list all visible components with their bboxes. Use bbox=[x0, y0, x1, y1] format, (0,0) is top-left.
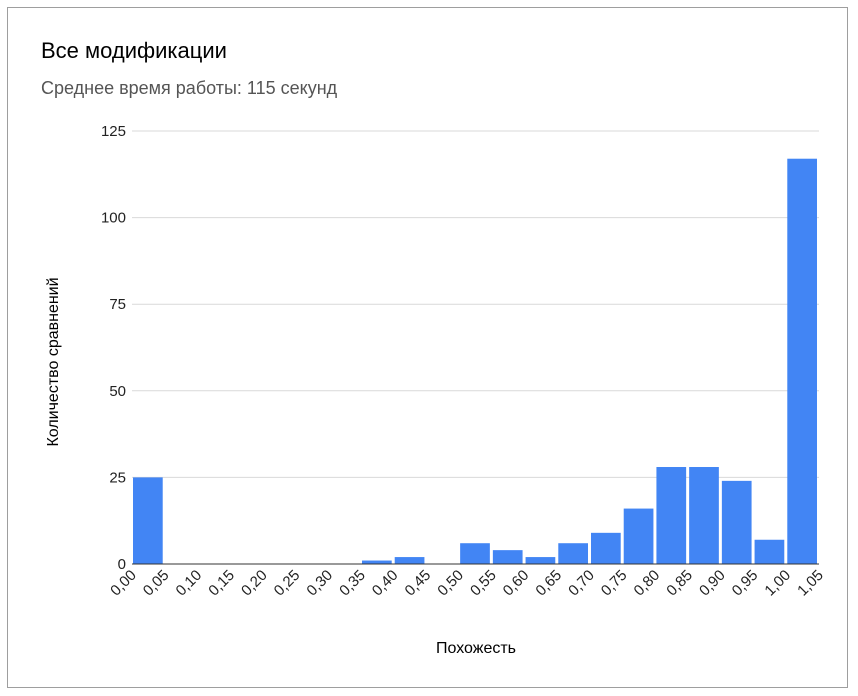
y-tick-label: 125 bbox=[101, 123, 126, 140]
histogram-bar bbox=[591, 532, 621, 564]
x-tick-label: 0,55 bbox=[467, 567, 500, 600]
histogram-bar bbox=[656, 467, 687, 564]
x-tick-label: 0,00 bbox=[107, 567, 140, 600]
histogram-bar bbox=[133, 477, 163, 564]
y-tick-label: 100 bbox=[101, 210, 126, 227]
x-tick-label: 0,30 bbox=[303, 567, 336, 600]
bars bbox=[133, 158, 817, 564]
x-tick-label: 0,15 bbox=[205, 567, 238, 600]
histogram-bar bbox=[787, 158, 817, 564]
x-tick-label: 0,40 bbox=[369, 567, 402, 600]
x-tick-label: 0,75 bbox=[598, 567, 631, 600]
x-tick-label: 0,10 bbox=[173, 567, 206, 600]
x-tick-label: 0,05 bbox=[140, 567, 173, 600]
y-tick-label: 50 bbox=[109, 383, 126, 400]
histogram-bar bbox=[689, 467, 719, 564]
x-tick-label: 0,95 bbox=[729, 567, 762, 600]
x-tick-label: 1,00 bbox=[761, 567, 794, 600]
histogram-bar bbox=[394, 557, 425, 564]
x-tick-label: 0,50 bbox=[434, 567, 467, 600]
x-tick-label: 0,45 bbox=[402, 567, 435, 600]
histogram-bar bbox=[492, 550, 523, 564]
chart-frame bbox=[7, 7, 848, 688]
x-tick-label: 0,25 bbox=[271, 567, 304, 600]
chart-subtitle: Среднее время работы: 115 секунд bbox=[41, 78, 338, 98]
x-tick-label: 0,20 bbox=[238, 567, 271, 600]
histogram-bar bbox=[558, 543, 588, 564]
histogram-bar bbox=[460, 543, 490, 564]
histogram-bar bbox=[721, 480, 752, 564]
x-tick-label: 0,65 bbox=[532, 567, 565, 600]
chart-title: Все модификации bbox=[41, 38, 227, 63]
x-tick-label: 0,60 bbox=[500, 567, 533, 600]
x-axis-title: Похожесть bbox=[436, 640, 516, 657]
y-tick-label: 75 bbox=[109, 296, 126, 313]
histogram-bar bbox=[525, 557, 556, 564]
histogram-bar bbox=[362, 560, 392, 564]
gridlines bbox=[132, 130, 819, 478]
x-tick-label: 0,85 bbox=[663, 567, 696, 600]
x-tick-label: 0,80 bbox=[631, 567, 664, 600]
y-axis-ticks: 0 25 50 75 100 125 bbox=[101, 123, 126, 573]
x-tick-label: 1,05 bbox=[794, 567, 827, 600]
x-tick-label: 0,70 bbox=[565, 567, 598, 600]
x-tick-label: 0,35 bbox=[336, 567, 369, 600]
histogram-bar bbox=[623, 508, 654, 564]
histogram-bar bbox=[754, 539, 785, 564]
x-tick-label: 0,90 bbox=[696, 567, 729, 600]
y-axis-title: Количество сравнений bbox=[45, 277, 62, 446]
y-tick-label: 25 bbox=[109, 469, 126, 486]
y-tick-label: 0 bbox=[118, 556, 126, 573]
x-axis-ticks: 0,00 0,05 0,10 0,15 0,20 0,25 0,30 0,35 0,40 0,45… bbox=[107, 567, 827, 600]
